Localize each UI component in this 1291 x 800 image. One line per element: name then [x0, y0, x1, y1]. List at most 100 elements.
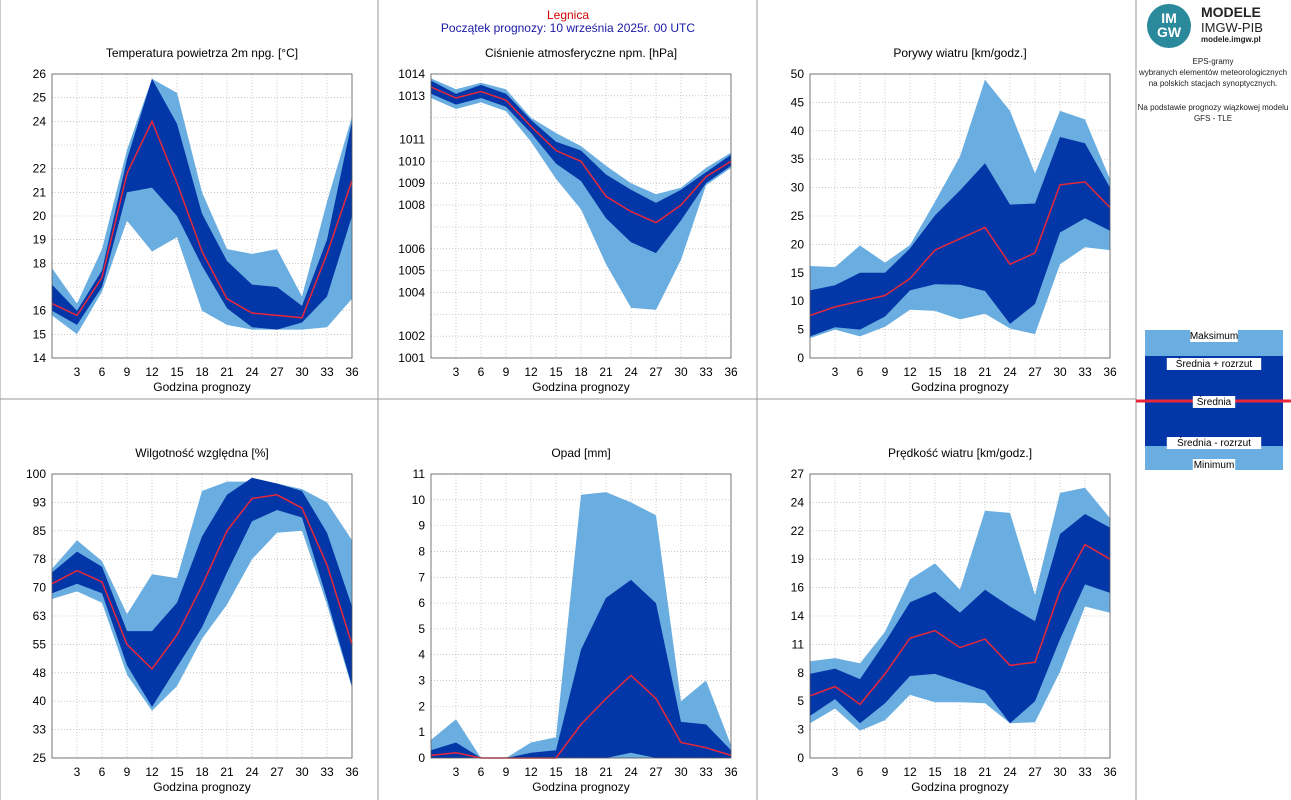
x-axis-label: Godzina prognozy: [153, 780, 250, 794]
x-tick-label: 27: [1028, 365, 1042, 379]
y-tick-label: 5: [797, 323, 804, 337]
chart-panel-5: Prędkość wiatru [km/godz.] 0 3 5 8 11 14 16 19 22…: [791, 446, 1117, 794]
y-tick-label: 18: [33, 256, 47, 270]
legend-label-bg: [1166, 437, 1262, 449]
y-tick-label: 1: [418, 725, 425, 739]
x-tick-label: 24: [245, 365, 259, 379]
x-tick-label: 9: [882, 365, 889, 379]
x-tick-label: 18: [953, 365, 967, 379]
logo-text-bottom: GW: [1156, 24, 1182, 40]
y-tick-label: 1008: [398, 198, 425, 212]
chart-title: Temperatura powietrza 2m npg. [°C]: [106, 46, 298, 60]
chart-panel-0: Temperatura powietrza 2m npg. [°C] 14 15 16…: [33, 46, 359, 394]
city-name: Legnica: [546, 8, 590, 22]
x-tick-label: 3: [453, 365, 460, 379]
legend: Maksimum Średnia + rozrzut Średnia Średnia …: [1136, 330, 1291, 471]
y-tick-label: 85: [33, 524, 47, 538]
x-tick-label: 18: [574, 365, 588, 379]
y-tick-label: 0: [797, 351, 804, 365]
y-tick-label: 9: [418, 519, 425, 533]
plot-frame: [430, 473, 732, 759]
brand-block: IM GW MODELE IMGW-PIB modele.imgw.pl: [1145, 4, 1285, 48]
y-tick-label: 63: [33, 609, 47, 623]
x-tick-label: 36: [345, 765, 359, 779]
y-tick-label: 25: [791, 209, 805, 223]
y-tick-label: 5: [418, 622, 425, 636]
x-tick-label: 18: [574, 765, 588, 779]
y-tick-label: 24: [33, 114, 47, 128]
y-tick-label: 1011: [399, 133, 425, 147]
x-tick-label: 21: [220, 365, 234, 379]
mean-line: [430, 86, 732, 224]
y-tick-label: 8: [797, 666, 804, 680]
y-tick-label: 22: [33, 162, 47, 176]
x-tick-label: 3: [74, 765, 81, 779]
y-tick-label: 22: [791, 524, 805, 538]
legend-label-bg: [1192, 459, 1236, 471]
brand-url: modele.imgw.pl: [1201, 35, 1261, 44]
band-mean-spread: [52, 78, 352, 330]
y-tick-label: 78: [33, 552, 47, 566]
x-tick-label: 24: [245, 765, 259, 779]
y-tick-label: 3: [418, 674, 425, 688]
x-tick-label: 12: [524, 765, 538, 779]
x-tick-label: 3: [74, 365, 81, 379]
x-tick-label: 24: [624, 365, 638, 379]
x-tick-label: 33: [1078, 365, 1092, 379]
y-tick-label: 5: [797, 694, 804, 708]
x-axis-label: Godzina prognozy: [153, 380, 250, 394]
x-tick-label: 30: [1053, 365, 1067, 379]
y-tick-label: 0: [418, 751, 425, 765]
y-tick-label: 30: [791, 181, 805, 195]
y-tick-label: 20: [33, 209, 47, 223]
x-tick-label: 27: [1028, 765, 1042, 779]
y-tick-label: 1002: [398, 329, 425, 343]
chart-title: Prędkość wiatru [km/godz.]: [888, 446, 1032, 460]
mean-line: [51, 119, 353, 319]
x-tick-label: 24: [1003, 365, 1017, 379]
x-tick-label: 36: [1103, 765, 1117, 779]
x-axis-label: Godzina prognozy: [911, 780, 1008, 794]
x-tick-label: 15: [549, 765, 563, 779]
x-tick-label: 12: [524, 365, 538, 379]
imgw-logo: IM GW: [1147, 4, 1191, 48]
y-tick-label: 16: [791, 581, 805, 595]
y-tick-label: 0: [797, 751, 804, 765]
legend-label-min: Minimum: [1194, 460, 1235, 471]
y-tick-label: 70: [33, 581, 47, 595]
y-tick-label: 27: [791, 467, 805, 481]
band-min-max: [52, 78, 352, 335]
x-tick-label: 24: [1003, 765, 1017, 779]
x-tick-label: 30: [1053, 765, 1067, 779]
x-tick-label: 15: [170, 765, 184, 779]
x-tick-label: 33: [1078, 765, 1092, 779]
info-line: GFS - TLE: [1193, 114, 1233, 123]
y-tick-label: 11: [413, 467, 426, 481]
x-tick-label: 30: [295, 765, 309, 779]
y-tick-label: 45: [791, 95, 805, 109]
y-tick-label: 10: [412, 493, 426, 507]
band-mean-spread: [431, 80, 731, 254]
info-line: na polskich stacjach synoptycznych.: [1148, 79, 1278, 88]
x-tick-label: 30: [674, 765, 688, 779]
x-tick-label: 3: [832, 365, 839, 379]
x-tick-label: 33: [320, 765, 334, 779]
y-tick-label: 8: [418, 544, 425, 558]
x-tick-label: 21: [220, 765, 234, 779]
x-tick-label: 12: [903, 765, 917, 779]
x-tick-label: 33: [320, 365, 334, 379]
y-tick-label: 55: [33, 637, 47, 651]
x-tick-label: 6: [857, 765, 864, 779]
x-tick-label: 18: [195, 765, 209, 779]
chart-panel-2: Porywy wiatru [km/godz.] 0 5 10 15 20 25 30 35 40…: [791, 46, 1117, 394]
y-tick-label: 6: [418, 596, 425, 610]
y-tick-label: 7: [418, 570, 425, 584]
x-tick-label: 18: [195, 365, 209, 379]
x-tick-label: 3: [453, 765, 460, 779]
x-axis-label: Godzina prognozy: [911, 380, 1008, 394]
y-tick-label: 33: [33, 723, 47, 737]
y-tick-label: 21: [33, 185, 47, 199]
x-tick-label: 18: [953, 765, 967, 779]
